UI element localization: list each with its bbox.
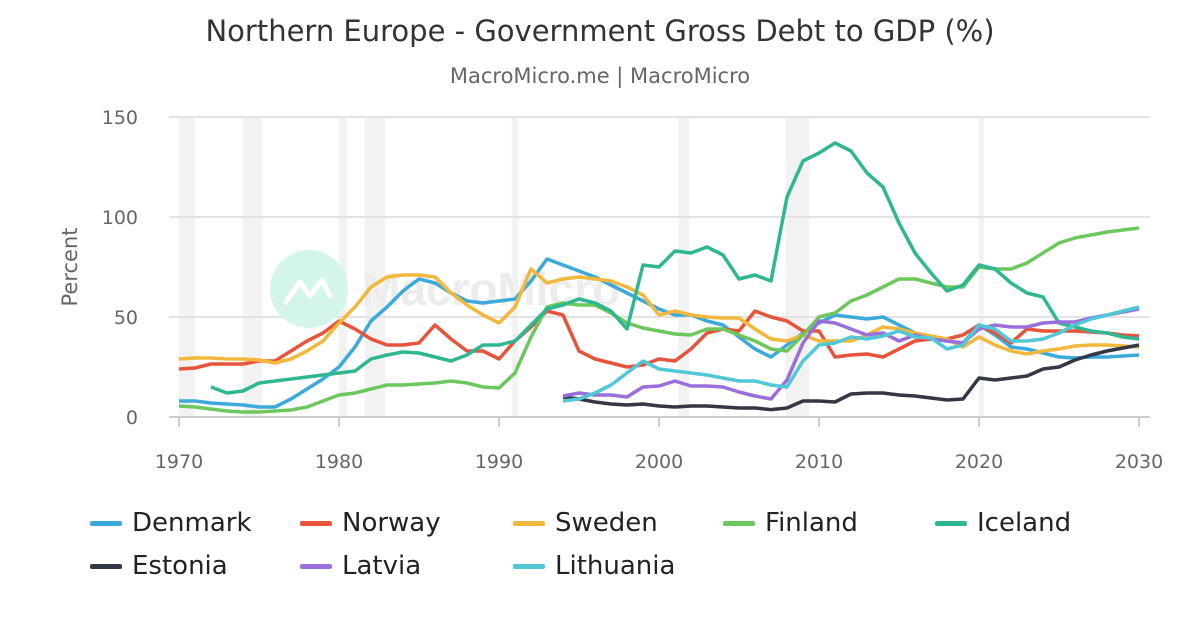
recession-band xyxy=(339,117,347,417)
legend-label: Norway xyxy=(342,508,441,538)
x-tick-label: 2010 xyxy=(795,451,843,473)
y-tick-label: 50 xyxy=(114,307,138,329)
watermark-circle xyxy=(270,250,348,328)
y-tick-label: 150 xyxy=(102,107,138,129)
legend-label: Latvia xyxy=(342,551,422,581)
recession-band xyxy=(243,117,263,417)
legend-item-finland[interactable]: Finland xyxy=(723,508,858,538)
legend-label: Finland xyxy=(765,508,858,538)
chart-subtitle: MacroMicro.me | MacroMicro xyxy=(449,64,751,88)
legend-label: Denmark xyxy=(132,508,252,538)
legend-label: Sweden xyxy=(555,508,658,538)
x-tick-label: 2000 xyxy=(635,451,683,473)
x-tick-label: 2030 xyxy=(1115,451,1163,473)
legend-swatch xyxy=(513,520,545,526)
legend-item-iceland[interactable]: Iceland xyxy=(935,508,1071,538)
legend-item-lithuania[interactable]: Lithuania xyxy=(513,551,675,581)
series-line-iceland xyxy=(210,141,1140,395)
watermark-chart-icon xyxy=(283,277,333,305)
series-line-sweden xyxy=(178,267,1140,365)
series-line-estonia xyxy=(562,343,1140,412)
chart-title: Northern Europe - Government Gross Debt … xyxy=(205,14,995,48)
legend-item-sweden[interactable]: Sweden xyxy=(513,508,658,538)
legend-swatch xyxy=(723,520,755,526)
legend-swatch xyxy=(300,563,332,569)
legend-item-latvia[interactable]: Latvia xyxy=(300,551,421,581)
x-tick-label: 1980 xyxy=(315,451,363,473)
recession-band xyxy=(678,117,690,417)
legend-swatch xyxy=(300,520,332,526)
legend-label: Estonia xyxy=(132,551,228,581)
legend-item-estonia[interactable]: Estonia xyxy=(90,551,228,581)
recession-band xyxy=(511,117,519,417)
x-tick-label: 2020 xyxy=(955,451,1003,473)
x-tick-label: 1990 xyxy=(475,451,523,473)
x-tick-label: 1970 xyxy=(155,451,203,473)
legend-label: Iceland xyxy=(977,508,1072,538)
series-line-lithuania xyxy=(562,305,1140,403)
series-line-latvia xyxy=(562,307,1140,401)
legend-label: Lithuania xyxy=(555,551,676,581)
y-tick-label: 100 xyxy=(102,207,138,229)
legend-item-denmark[interactable]: Denmark xyxy=(90,508,252,538)
recession-band xyxy=(179,117,195,417)
y-tick-label: 0 xyxy=(126,407,138,429)
y-axis-label: Percent xyxy=(58,227,82,306)
legend-swatch xyxy=(935,520,967,526)
legend-swatch xyxy=(513,563,545,569)
legend-swatch xyxy=(90,520,122,526)
legend-item-norway[interactable]: Norway xyxy=(300,508,441,538)
legend-swatch xyxy=(90,563,122,569)
